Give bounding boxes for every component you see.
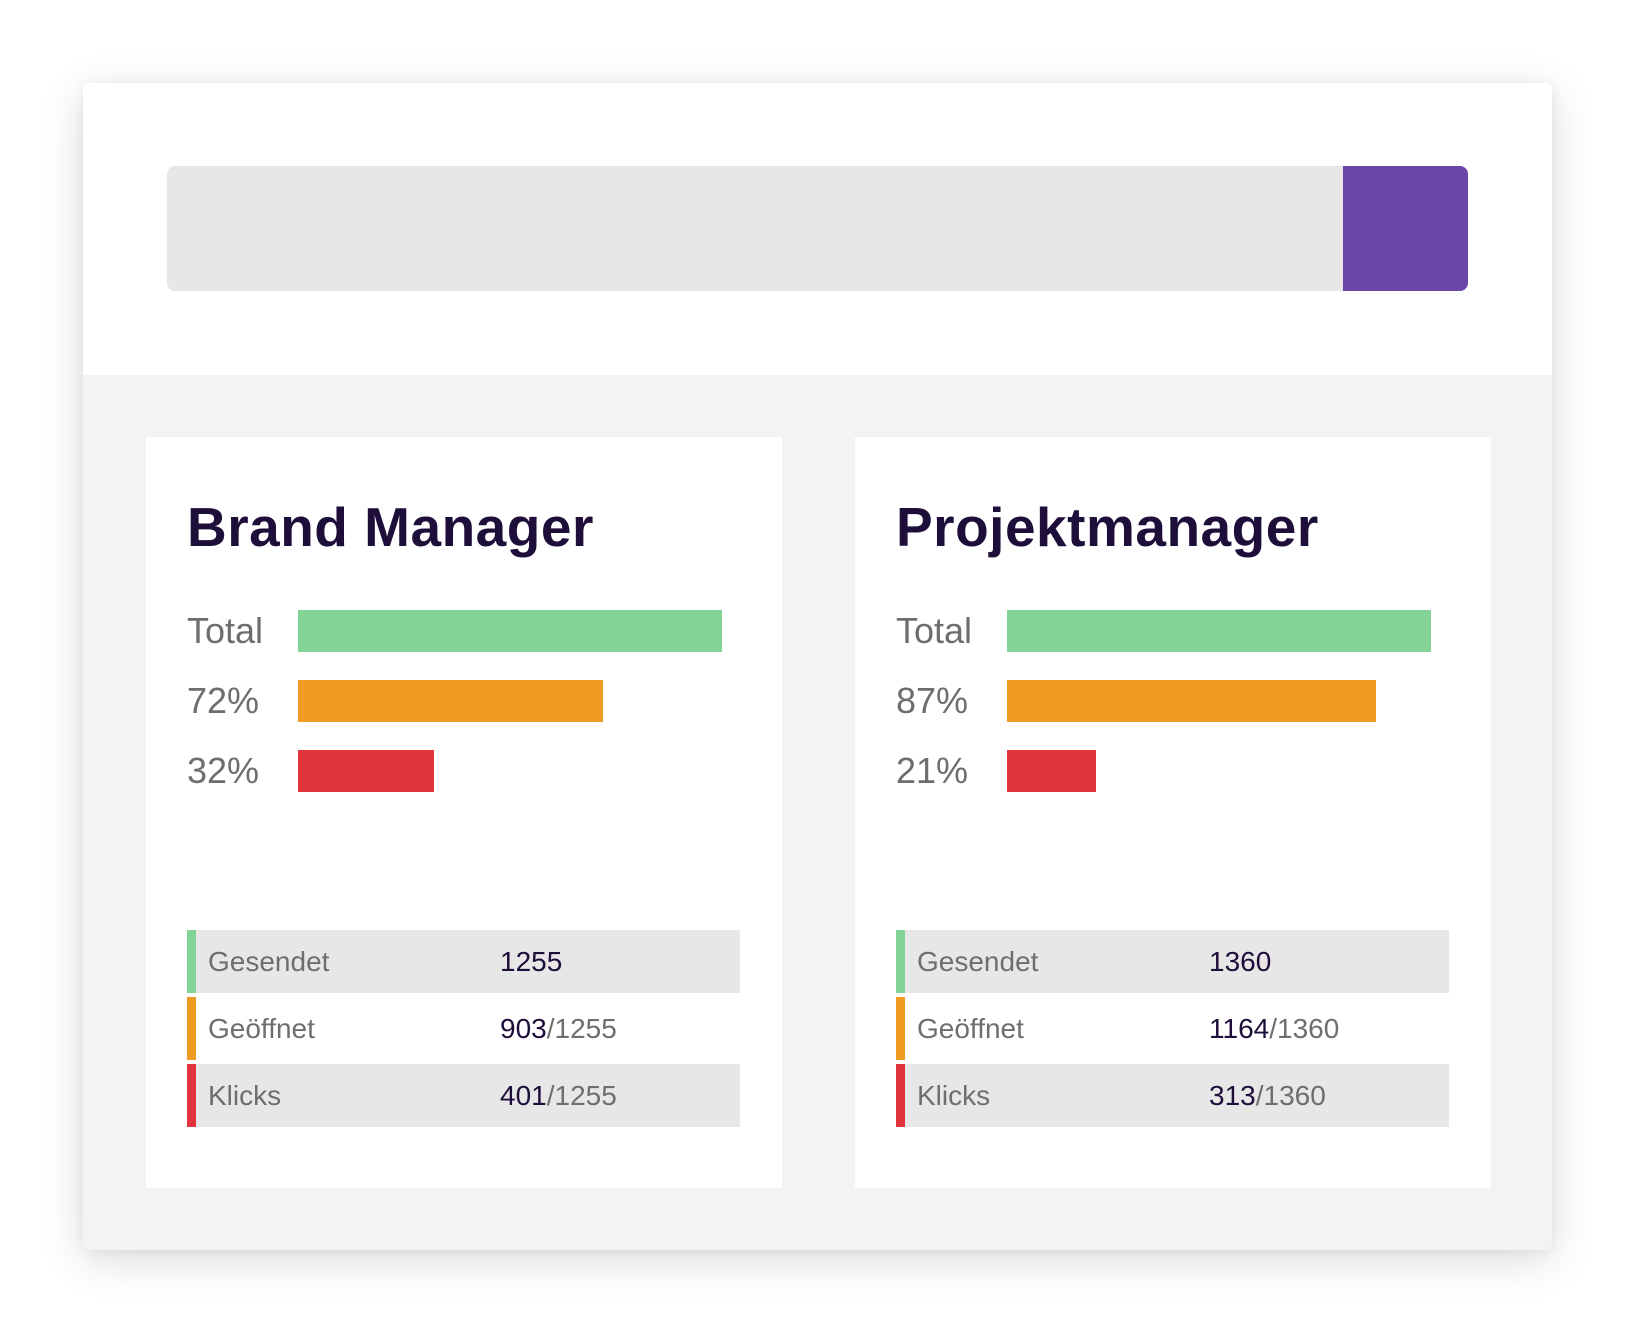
header [83, 83, 1552, 375]
card-title: Brand Manager [187, 496, 594, 558]
stat-number: 903 [500, 1013, 547, 1044]
stat-accent [896, 930, 905, 993]
stat-label: Klicks [917, 1080, 991, 1111]
stat-label: Klicks [208, 1080, 282, 1111]
stat-value: 1360 [1209, 930, 1271, 993]
stat-number: 1255 [500, 946, 563, 977]
stat-accent [187, 997, 196, 1060]
stat-value: 401/1255 [500, 1064, 617, 1127]
stat-row-opened: Geöffnet 1164/1360 [896, 997, 1449, 1060]
bar-label: Total [896, 610, 973, 651]
stat-value: 313/1360 [1209, 1064, 1326, 1127]
stat-row-sent: Gesendet 1360 [896, 930, 1449, 993]
stat-label: Gesendet [917, 946, 1039, 977]
stat-number: 1360 [1209, 946, 1272, 977]
bar-row-total: Total [896, 610, 1449, 652]
stat-value: 1164/1360 [1209, 997, 1339, 1060]
stat-row-clicks: Klicks 313/1360 [896, 1064, 1449, 1127]
bar-track [298, 750, 740, 792]
bar-row-clicks: 21% [896, 750, 1449, 792]
stat-separator: / [1269, 1013, 1277, 1044]
bar-label: 21% [896, 750, 969, 791]
stats-table: Gesendet 1360 Geöffnet 1164/1360 Klicks … [896, 930, 1449, 1131]
stat-total: 1360 [1277, 1013, 1340, 1044]
stat-row-clicks: Klicks 401/1255 [187, 1064, 740, 1127]
search-input[interactable] [167, 166, 1343, 291]
stat-label: Geöffnet [917, 1013, 1024, 1044]
stat-separator: / [546, 1013, 555, 1044]
bar-clicks [298, 750, 434, 792]
stat-value: 903/1255 [500, 997, 617, 1060]
stat-accent [187, 930, 196, 993]
bar-row-opened: 72% [187, 680, 740, 722]
bar-label: 87% [896, 680, 969, 721]
stats-table: Gesendet 1255 Geöffnet 903/1255 Klicks 4… [187, 930, 740, 1131]
stat-label: Gesendet [208, 946, 330, 977]
stat-number: 401 [500, 1080, 547, 1111]
app-window: Brand Manager Total 72% 32% Gesendet 125… [83, 83, 1552, 1250]
card-title: Projektmanager [896, 496, 1319, 558]
stat-total: 1255 [554, 1013, 617, 1044]
card-projektmanager: Projektmanager Total 87% 21% Gesendet 13… [855, 437, 1491, 1188]
bar-track [298, 680, 740, 722]
stat-accent [896, 1064, 905, 1127]
bar-label: 32% [187, 750, 260, 791]
bar-track [1007, 610, 1449, 652]
stat-separator: / [1255, 1080, 1264, 1111]
bar-track [298, 610, 740, 652]
stat-label: Geöffnet [208, 1013, 315, 1044]
bar-label: 72% [187, 680, 260, 721]
bar-clicks [1007, 750, 1096, 792]
stat-row-sent: Gesendet 1255 [187, 930, 740, 993]
bar-opened [1007, 680, 1376, 722]
bar-row-clicks: 32% [187, 750, 740, 792]
bar-total [298, 610, 722, 652]
card-brand-manager: Brand Manager Total 72% 32% Gesendet 125… [146, 437, 782, 1188]
stat-total: 1360 [1263, 1080, 1326, 1111]
stat-total: 1255 [554, 1080, 617, 1111]
bar-total [1007, 610, 1431, 652]
stat-accent [187, 1064, 196, 1127]
search-button[interactable] [1343, 166, 1468, 291]
bar-opened [298, 680, 603, 722]
stat-number: 1164 [1209, 1013, 1270, 1044]
stat-value: 1255 [500, 930, 562, 993]
stat-number: 313 [1209, 1080, 1256, 1111]
bar-row-opened: 87% [896, 680, 1449, 722]
bar-label: Total [187, 610, 264, 651]
stat-row-opened: Geöffnet 903/1255 [187, 997, 740, 1060]
bar-track [1007, 680, 1449, 722]
bar-track [1007, 750, 1449, 792]
bar-row-total: Total [187, 610, 740, 652]
stat-accent [896, 997, 905, 1060]
stat-separator: / [546, 1080, 555, 1111]
